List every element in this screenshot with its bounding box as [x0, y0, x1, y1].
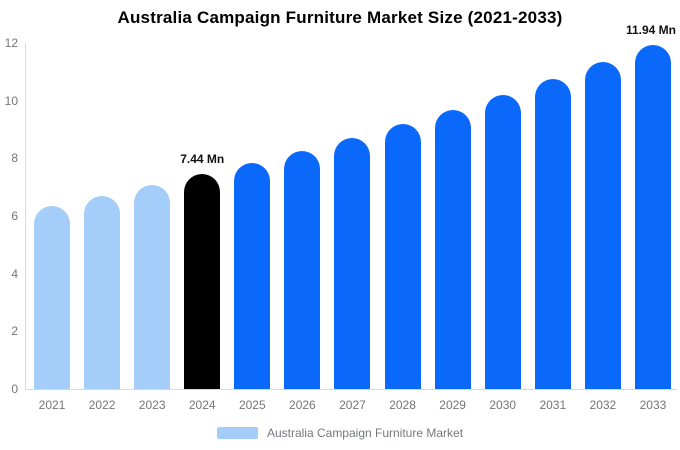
bar-2033[interactable] — [634, 44, 671, 389]
bar-2029[interactable] — [434, 109, 471, 389]
bar-2022[interactable] — [84, 195, 121, 389]
chart-title: Australia Campaign Furniture Market Size… — [117, 8, 563, 27]
x-tick-label-2022: 2022 — [88, 398, 116, 412]
legend-label: Australia Campaign Furniture Market — [266, 426, 464, 440]
bar-2031[interactable] — [534, 79, 571, 389]
legend-item[interactable]: Australia Campaign Furniture Market — [216, 426, 464, 440]
x-tick-label-2027: 2027 — [339, 398, 366, 412]
y-tick-label-6: 6 — [11, 209, 18, 223]
value-label-2024: 7.44 Mn — [180, 152, 225, 167]
x-tick-label-2028: 2028 — [389, 398, 416, 412]
y-axis-line — [25, 43, 26, 389]
x-tick-label-2026: 2026 — [289, 398, 316, 412]
y-tick-label-8: 8 — [11, 151, 18, 166]
bar-2027[interactable] — [334, 137, 371, 389]
bar-2025[interactable] — [234, 162, 271, 389]
y-tick-label-2: 2 — [11, 324, 18, 339]
x-tick-label-2031: 2031 — [539, 398, 567, 412]
y-tick-label-10: 10 — [4, 93, 18, 108]
legend-swatch — [216, 427, 258, 439]
x-tick-label-2021: 2021 — [38, 398, 66, 412]
value-label-2033: 11.94 Mn — [625, 22, 677, 37]
legend: Australia Campaign Furniture Market — [0, 426, 680, 440]
bar-2021[interactable] — [34, 205, 70, 389]
bar-2032[interactable] — [584, 62, 621, 389]
y-tick-label-4: 4 — [11, 266, 18, 281]
bar-2024[interactable] — [184, 174, 221, 389]
x-tick-label-2029: 2029 — [439, 398, 466, 412]
bar-2028[interactable] — [384, 124, 421, 389]
x-tick-label-2030: 2030 — [489, 398, 517, 412]
x-axis-line — [25, 389, 677, 390]
x-tick-label-2024: 2024 — [188, 398, 216, 412]
y-tick-label-0: 0 — [11, 382, 18, 396]
x-tick-label-2023: 2023 — [138, 398, 166, 412]
x-tick-label-2033: 2033 — [639, 398, 667, 412]
bar-2023[interactable] — [134, 185, 171, 389]
y-tick-label-12: 12 — [4, 36, 18, 50]
bar-2030[interactable] — [484, 94, 521, 389]
bar-2026[interactable] — [284, 150, 321, 389]
x-tick-label-2025: 2025 — [238, 398, 266, 412]
x-tick-label-2032: 2032 — [589, 398, 617, 412]
